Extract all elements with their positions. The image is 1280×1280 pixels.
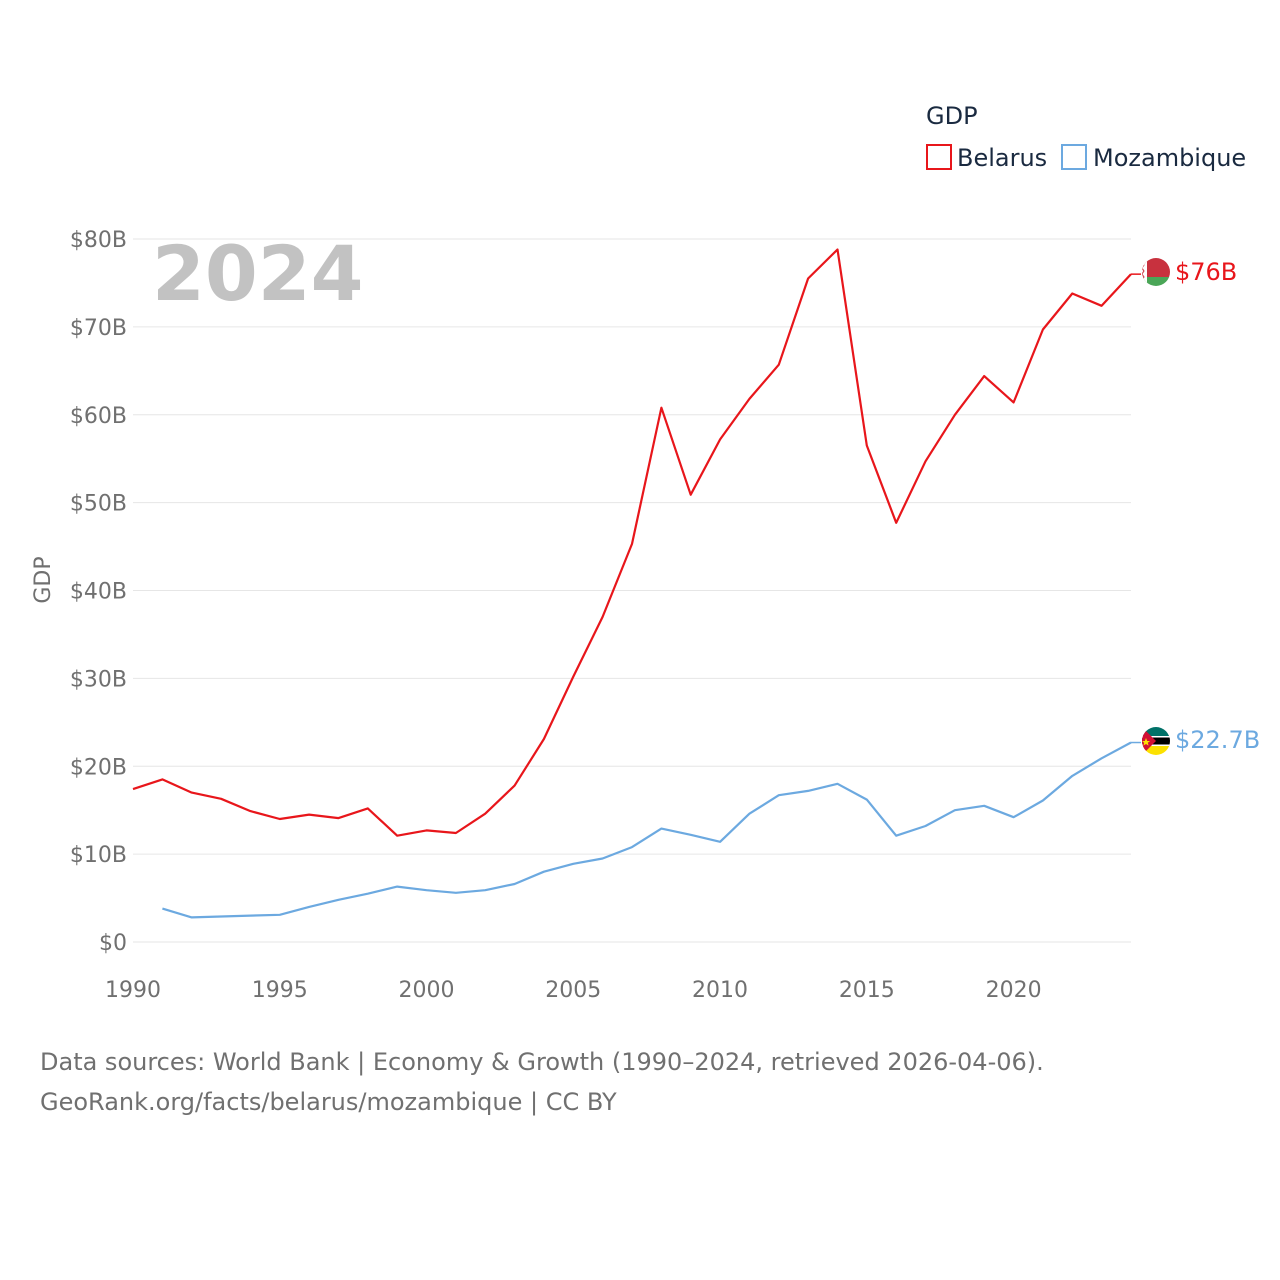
y-tick-label: $40B xyxy=(70,580,127,605)
mozambique-flag-icon xyxy=(1142,727,1170,755)
y-tick-label: $10B xyxy=(70,843,127,868)
y-tick-label: $80B xyxy=(70,228,127,253)
y-tick-label: $20B xyxy=(70,755,127,780)
footer-sources-line: Data sources: World Bank | Economy & Gro… xyxy=(40,1048,1044,1076)
y-axis-label: GDP xyxy=(31,556,56,603)
x-tick-label: 1995 xyxy=(252,978,308,1003)
x-tick-label: 1990 xyxy=(105,978,161,1003)
x-tick-label: 2010 xyxy=(692,978,748,1003)
legend-swatch-belarus[interactable] xyxy=(926,144,952,170)
series-lines xyxy=(132,248,1141,919)
x-tick-label: 2000 xyxy=(399,978,455,1003)
x-tick-label: 2020 xyxy=(986,978,1042,1003)
end-value-label-belarus: $76B xyxy=(1175,258,1237,286)
gdp-line-chart: $0$10B$20B$30B$40B$50B$60B$70B$80B 1990 1… xyxy=(31,102,1260,1003)
x-tick-label: 2015 xyxy=(839,978,895,1003)
legend-swatch-mozambique[interactable] xyxy=(1061,144,1087,170)
y-tick-label: $50B xyxy=(70,492,127,517)
y-axis-ticks: $0 $10B $20B $30B $40B $50B $60B $70B $80B xyxy=(70,228,127,956)
x-axis-ticks: 1990 1995 2000 2005 2010 2015 2020 xyxy=(105,978,1042,1003)
y-tick-label: $30B xyxy=(70,667,127,692)
legend-title: GDP xyxy=(926,102,978,130)
year-watermark: 2024 xyxy=(152,229,364,318)
legend-label-mozambique[interactable]: Mozambique xyxy=(1093,144,1246,172)
y-tick-label: $70B xyxy=(70,316,127,341)
legend: GDP Belarus Mozambique xyxy=(926,102,1246,172)
gridlines xyxy=(133,238,1131,943)
belarus-flag-icon xyxy=(1142,258,1170,286)
y-tick-label: $60B xyxy=(70,404,127,429)
end-value-label-mozambique: $22.7B xyxy=(1175,726,1260,754)
footer-attribution-line: GeoRank.org/facts/belarus/mozambique | C… xyxy=(40,1088,617,1116)
series-line-mozambique[interactable] xyxy=(162,741,1132,919)
x-tick-label: 2005 xyxy=(545,978,601,1003)
y-tick-label: $0 xyxy=(99,931,127,956)
footer-source: Data sources: World Bank | Economy & Gro… xyxy=(40,1042,1044,1122)
series-line-belarus[interactable] xyxy=(132,248,1132,837)
legend-label-belarus[interactable]: Belarus xyxy=(957,144,1047,172)
